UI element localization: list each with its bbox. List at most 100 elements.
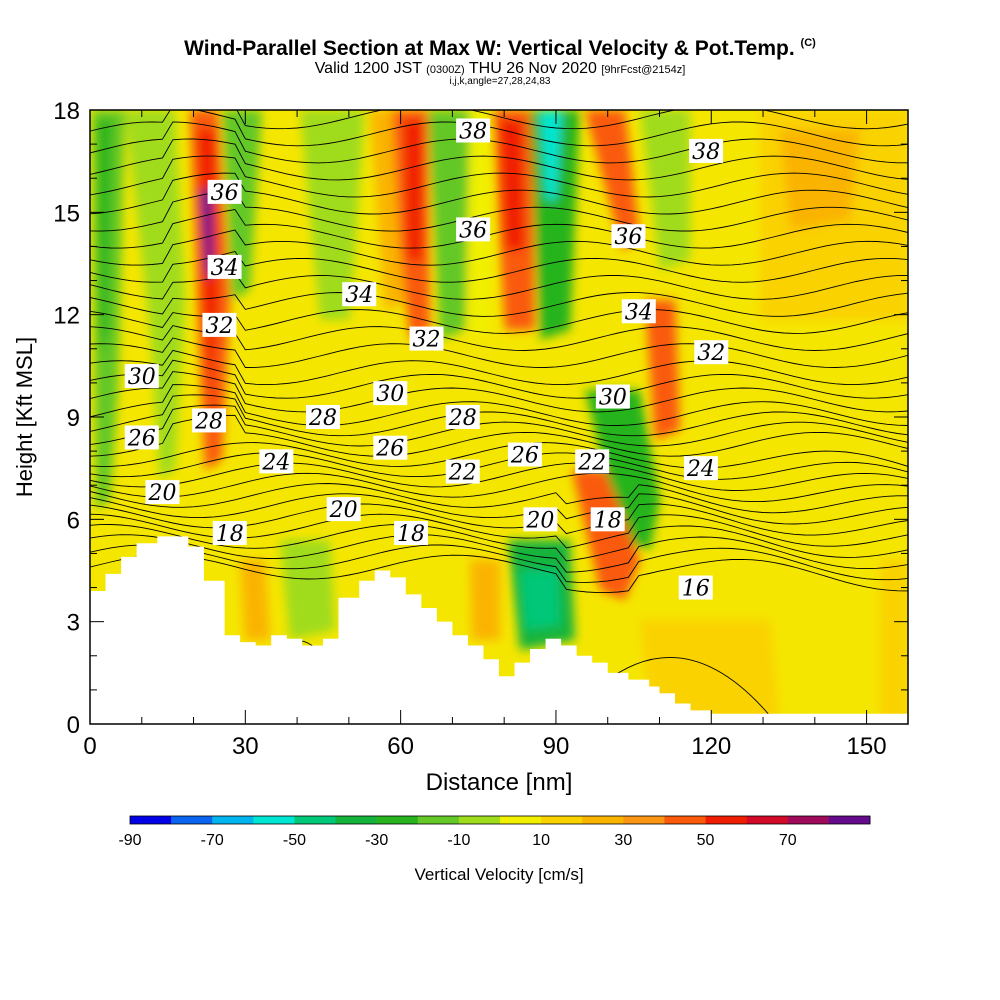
- contour-label-text: 32: [697, 341, 725, 366]
- x-tick-label: 60: [387, 733, 414, 760]
- contour-label-text: 18: [397, 522, 425, 547]
- colorbar-swatch: [664, 816, 707, 824]
- isentrope-line: [90, 394, 908, 437]
- band-teal-low: [520, 570, 560, 630]
- colorbar-swatch: [294, 816, 337, 824]
- band-red-low: [572, 470, 640, 600]
- valid-date: THU 26 Nov 2020: [468, 60, 597, 77]
- contour-label-box: [145, 480, 180, 505]
- contour-label-text: 36: [459, 218, 487, 243]
- isentrope-line: [90, 524, 908, 562]
- contour-label: 28: [192, 408, 227, 434]
- contour-label-box: [445, 405, 480, 429]
- contour-label-text: 22: [577, 450, 606, 475]
- x-tick-label: 150: [847, 733, 887, 760]
- contour-label-box: [373, 381, 408, 406]
- contour-label: 32: [694, 340, 729, 366]
- y-tick-label: 3: [67, 610, 80, 637]
- contour-label: 28: [445, 405, 480, 431]
- contour-label-box: [373, 435, 408, 460]
- isentrope-line: [90, 554, 908, 594]
- band-red-4: [585, 110, 640, 250]
- contour-label: 24: [259, 449, 294, 475]
- contour-label-text: 26: [127, 426, 156, 451]
- colorbar: -90 -70 -50 -30 -10 10 30 50 70: [118, 815, 871, 849]
- colorbar-tick-label: 30: [614, 832, 632, 849]
- isentrope-line: [90, 462, 908, 491]
- colorbar-tick-label: 70: [779, 832, 797, 849]
- isentrope-line: [90, 493, 908, 525]
- contour-label: 30: [124, 364, 159, 390]
- isentrope-line: [90, 250, 908, 283]
- colorbar-swatch: [623, 816, 665, 824]
- contour-label: 34: [621, 299, 656, 325]
- isentrope-line: [90, 534, 908, 573]
- colorbar-swatch: [376, 816, 419, 824]
- contour-label: 18: [212, 520, 247, 547]
- contour-label: 22: [575, 449, 610, 475]
- colorbar-tick-label: -70: [201, 832, 224, 849]
- contour-label-text: 20: [525, 508, 554, 533]
- colorbar-swatch: [582, 816, 624, 824]
- band-green-7: [585, 390, 660, 550]
- contour-label-box: [124, 364, 159, 389]
- valid-utc: (0300Z): [426, 64, 465, 76]
- colorbar-swatch: [787, 816, 830, 824]
- colorbar-swatch: [458, 816, 501, 824]
- contour-label-text: 30: [599, 386, 627, 411]
- isentrope-line: [90, 209, 908, 249]
- colorbar-swatch: [828, 816, 871, 824]
- contour-label: 32: [202, 312, 237, 339]
- y-axis-label: Height [Kft MSL]: [12, 337, 37, 497]
- x-axis-ticks: 0 30 60 90 120 150: [83, 110, 887, 760]
- contour-label-text: 28: [448, 406, 477, 431]
- isentrope-line: [90, 110, 908, 147]
- contour-label-text: 20: [329, 498, 358, 523]
- contour-label: 30: [595, 384, 630, 411]
- colorbar-tick-label: -90: [118, 832, 141, 849]
- contour-label: 34: [207, 254, 242, 281]
- contour-label-box: [523, 507, 558, 532]
- isentrope-line: [90, 292, 908, 317]
- contour-label-text: 28: [194, 409, 223, 434]
- contour-label-box: [590, 507, 625, 532]
- band-east-orange-2: [780, 130, 860, 230]
- contour-label: 18: [393, 520, 428, 547]
- contour-label-text: 16: [682, 577, 710, 602]
- contour-label-box: [259, 449, 294, 474]
- contour-label-text: 24: [686, 457, 715, 482]
- band-green-4: [428, 110, 470, 340]
- colorbar-swatch: [130, 816, 172, 824]
- isentrope-line: [90, 359, 908, 399]
- contour-label-text: 26: [510, 444, 539, 469]
- band-orange-mid-2: [470, 560, 500, 640]
- y-tick-label: 9: [67, 405, 80, 432]
- colorbar-swatch: [417, 816, 460, 824]
- contour-label: 38: [456, 118, 491, 144]
- contour-label: 32: [409, 326, 444, 353]
- x-tick-label: 120: [691, 733, 731, 760]
- contour-label: 30: [373, 381, 408, 407]
- isentrope-line: [90, 110, 908, 130]
- band-red-2-core: [404, 120, 422, 260]
- contour-label-box: [192, 408, 227, 433]
- contour-label: 26: [507, 442, 542, 469]
- contour-label-box: [124, 425, 159, 450]
- x-tick-label: 30: [232, 733, 259, 760]
- isentrope-line: [90, 121, 908, 164]
- contour-label-box: [207, 179, 242, 204]
- contour-label-text: 32: [205, 314, 233, 339]
- contour-label-box: [611, 224, 646, 249]
- colorbar-tick-label: -50: [283, 832, 306, 849]
- colorbar-swatch: [705, 816, 748, 824]
- band-red-5: [645, 300, 680, 440]
- contour-label: 36: [207, 179, 242, 206]
- isentrope-line: [90, 442, 908, 469]
- title-text: Wind-Parallel Section at Max W: Vertical…: [184, 37, 795, 60]
- contour-label-text: 18: [216, 522, 244, 547]
- y-tick-label: 12: [53, 303, 80, 330]
- isentrope-line: [90, 229, 908, 266]
- contour-label: 16: [678, 575, 713, 602]
- contour-label-text: 30: [376, 382, 404, 407]
- contour-label-text: 32: [413, 328, 441, 353]
